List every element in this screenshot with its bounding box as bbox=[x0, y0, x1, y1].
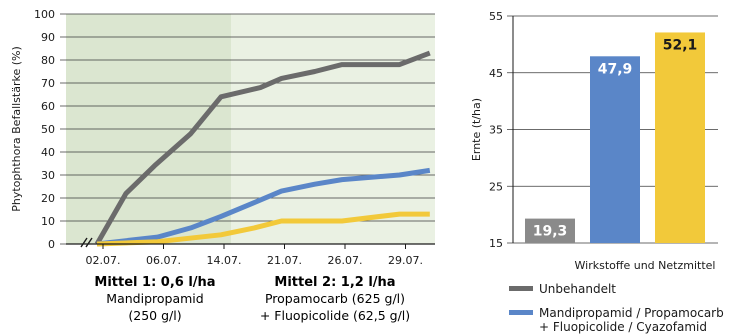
legend-label-unbehandelt: Unbehandelt bbox=[539, 282, 616, 296]
x-tick-label: 06.07. bbox=[146, 254, 181, 267]
y-tick-label: 20 bbox=[41, 192, 55, 205]
series-line bbox=[94, 50, 431, 246]
bars bbox=[525, 32, 705, 244]
bar-value-labels: 19,3 47,9 52,1 bbox=[533, 37, 698, 239]
legend: Unbehandelt Mandipropamid / Propamocarb … bbox=[509, 282, 724, 334]
series-line bbox=[96, 211, 430, 247]
bar bbox=[655, 32, 705, 243]
phase-1-line-1: Mandipropamid bbox=[106, 291, 203, 306]
axis-break bbox=[85, 237, 93, 248]
y-axis-label: Phytophthora Befallstärke (%) bbox=[10, 46, 23, 212]
bar bbox=[525, 218, 575, 243]
y-tick-label: 30 bbox=[41, 169, 55, 182]
y-tick-label: 70 bbox=[41, 77, 55, 90]
y-tick-label: 50 bbox=[41, 123, 55, 136]
series-line bbox=[96, 167, 431, 247]
y-tick-label: 80 bbox=[41, 54, 55, 67]
x-tick-label: 02.07. bbox=[86, 254, 121, 267]
legend-swatch-mandipropamid bbox=[509, 310, 533, 315]
bar-value-label: 52,1 bbox=[663, 37, 698, 53]
y-tick-label: 90 bbox=[41, 31, 55, 44]
series-lines bbox=[94, 50, 431, 247]
bar-x-axis-label: Wirkstoffe und Netzmittel bbox=[575, 259, 716, 272]
phase-2-line-2: + Fluopicolide (62,5 g/l) bbox=[260, 308, 410, 323]
legend-label-mandipropamid-2: + Fluopicolide / Cyazofamid bbox=[539, 320, 707, 334]
x-tick-label: 26.07. bbox=[328, 254, 363, 267]
legend-swatch-unbehandelt bbox=[509, 286, 533, 291]
x-axis bbox=[66, 237, 435, 249]
y-tick-label: 40 bbox=[41, 146, 55, 159]
bar-y-tick-label: 55 bbox=[489, 10, 503, 23]
bar-y-tick-label: 45 bbox=[489, 67, 503, 80]
x-tick-label: 14.07. bbox=[207, 254, 242, 267]
x-tick-label: 29.07. bbox=[388, 254, 423, 267]
bar-y-tick-label: 25 bbox=[489, 180, 503, 193]
y-tick-label: 10 bbox=[41, 215, 55, 228]
legend-label-mandipropamid: Mandipropamid / Propamocarb bbox=[539, 306, 724, 320]
phase-1-line-2: (250 g/l) bbox=[128, 308, 181, 323]
bar-y-axis-label: Ernte (t/ha) bbox=[470, 98, 483, 161]
bar-value-label: 19,3 bbox=[533, 224, 568, 240]
bar-y-tick-label: 35 bbox=[489, 124, 503, 137]
phase-2-title: Mittel 2: 1,2 l/ha bbox=[274, 275, 395, 290]
axis-break bbox=[80, 237, 88, 248]
bar-y-tick-labels: 15 25 35 45 55 bbox=[489, 10, 503, 250]
phase-2-line-1: Propamocarb (625 g/l) bbox=[265, 291, 405, 306]
y-tick-label: 60 bbox=[41, 100, 55, 113]
bar-value-label: 47,9 bbox=[598, 61, 633, 77]
x-tick-label: 21.07. bbox=[267, 254, 302, 267]
phase-1-title: Mittel 1: 0,6 l/ha bbox=[94, 275, 215, 290]
bar bbox=[590, 56, 640, 244]
y-tick-label: 100 bbox=[34, 8, 55, 21]
y-tick-labels: 0 10 20 30 40 50 60 70 80 90 100 bbox=[34, 8, 55, 251]
bar-chart: 15 25 35 45 55 19,3 47,9 52,1 Ernte (t/ha) Wir… bbox=[470, 10, 718, 272]
line-chart: 0 10 20 30 40 50 60 70 80 90 100 02.07. 06.07. 14.07… bbox=[10, 8, 435, 323]
x-tick-labels: 02.07. 06.07. 14.07. 21.07. 26.07. 29.07. bbox=[86, 254, 424, 267]
y-tick-label: 0 bbox=[48, 238, 55, 251]
bar-y-tick-label: 15 bbox=[489, 237, 503, 250]
